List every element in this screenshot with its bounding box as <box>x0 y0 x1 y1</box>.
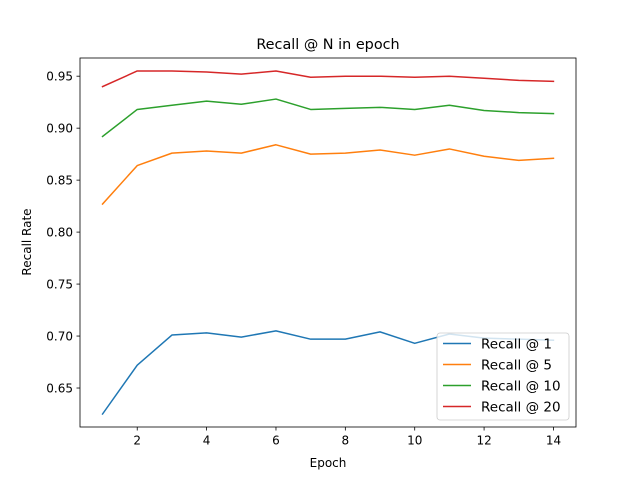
y-tick-label: 0.70 <box>46 329 73 343</box>
x-tick-label: 4 <box>203 434 211 448</box>
y-tick-label: 0.75 <box>46 277 73 291</box>
x-tick-label: 2 <box>133 434 141 448</box>
y-tick-label: 0.95 <box>46 69 73 83</box>
y-tick-label: 0.90 <box>46 121 73 135</box>
legend-label-2: Recall @ 5 <box>481 358 552 374</box>
legend-box <box>436 332 570 421</box>
x-tick-label: 14 <box>546 434 561 448</box>
x-axis-label: Epoch <box>310 456 347 470</box>
plot-area: 2 4 6 8 10 12 14 0.65 0.70 0.75 0.80 0.85 0.90 0.95 Re… <box>46 57 577 448</box>
chart-title: Recall @ N in epoch <box>256 37 399 53</box>
x-tick-label: 6 <box>272 434 280 448</box>
legend-label-3: Recall @ 10 <box>481 379 561 395</box>
legend-label-1: Recall @ 1 <box>481 337 552 353</box>
y-tick-label: 0.65 <box>46 381 73 395</box>
x-tick-label: 12 <box>476 434 491 448</box>
y-axis-label: Recall Rate <box>20 208 34 275</box>
series-line-2 <box>101 144 555 206</box>
y-tick-label: 0.85 <box>46 173 73 187</box>
x-tick-label: 8 <box>342 434 350 448</box>
x-tick-label: 10 <box>407 434 422 448</box>
axes-frame <box>79 57 577 428</box>
series-line-3 <box>101 98 555 138</box>
y-tick-label: 0.80 <box>46 225 73 239</box>
legend-label-4: Recall @ 20 <box>481 400 561 416</box>
series-line-4 <box>101 70 555 88</box>
